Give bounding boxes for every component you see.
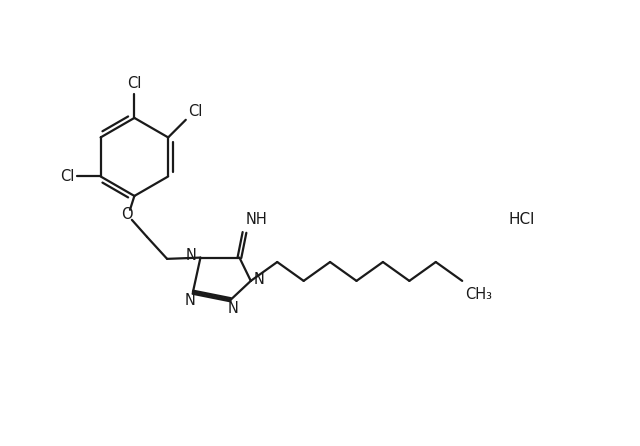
Text: CH₃: CH₃ [465, 287, 492, 302]
Text: Cl: Cl [127, 77, 141, 91]
Text: Cl: Cl [188, 103, 203, 119]
Text: NH: NH [246, 212, 268, 227]
Text: O: O [121, 207, 132, 222]
Text: N: N [186, 248, 196, 263]
Text: N: N [184, 293, 195, 309]
Text: Cl: Cl [60, 169, 74, 184]
Text: HCl: HCl [508, 212, 534, 227]
Text: N: N [254, 272, 265, 287]
Text: N: N [228, 301, 239, 316]
